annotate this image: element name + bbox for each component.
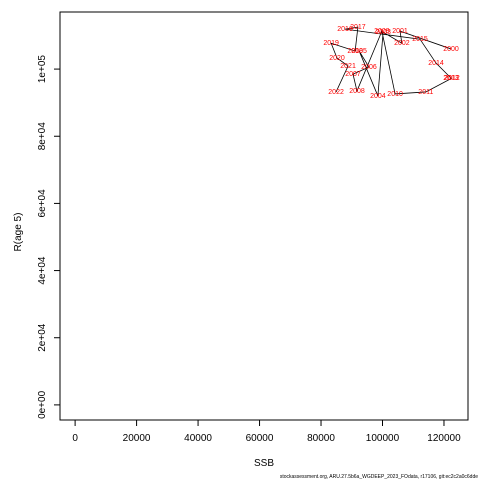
x-tick-label: 20000 — [123, 433, 151, 444]
year-label: 2019 — [323, 40, 339, 47]
y-tick-label: 4e+04 — [37, 256, 48, 285]
year-label: 2012 — [444, 75, 460, 82]
footer: stockassessment.org, ARU.27.5b6a_WGDEEP_… — [280, 474, 478, 480]
year-label: 2009 — [374, 28, 390, 35]
plot-frame — [59, 11, 469, 421]
y-tick-label: 1e+05 — [37, 55, 48, 84]
year-label: 2014 — [428, 60, 444, 67]
year-label: 2003 — [375, 29, 391, 36]
year-label: 2006 — [361, 64, 377, 71]
x-tick-label: 80000 — [307, 433, 335, 444]
x-axis-title: SSB — [254, 458, 274, 469]
year-label: 2010 — [387, 91, 403, 98]
year-label: 2017 — [350, 24, 366, 31]
year-label: 2022 — [328, 89, 344, 96]
year-label: 2000 — [443, 46, 459, 53]
year-label: 2021 — [340, 63, 356, 70]
y-tick-label: 2e+04 — [37, 323, 48, 352]
y-tick-label: 6e+04 — [37, 189, 48, 218]
x-tick-label: 0 — [72, 433, 78, 444]
year-label: 2016 — [337, 26, 353, 33]
year-label: 2004 — [370, 93, 386, 100]
x-tick-label: 40000 — [184, 433, 212, 444]
year-label: 2020 — [329, 55, 345, 62]
year-label: 2008 — [349, 88, 365, 95]
year-label: 2007 — [345, 71, 361, 78]
x-tick-label: 60000 — [246, 433, 274, 444]
series-line — [330, 26, 453, 97]
x-tick-label: 120000 — [427, 433, 461, 444]
year-label: 2018 — [347, 48, 363, 55]
year-label: 2013 — [443, 75, 459, 82]
x-tick-label: 100000 — [366, 433, 400, 444]
y-tick-label: 8e+04 — [37, 122, 48, 151]
y-tick-label: 0e+00 — [37, 390, 48, 419]
year-label: 2005 — [351, 48, 367, 55]
y-axis-title: R(age 5) — [13, 213, 24, 252]
year-label: 2002 — [394, 40, 410, 47]
year-label: 2001 — [392, 28, 408, 35]
year-label: 2015 — [412, 36, 428, 43]
year-label: 2011 — [418, 89, 433, 96]
